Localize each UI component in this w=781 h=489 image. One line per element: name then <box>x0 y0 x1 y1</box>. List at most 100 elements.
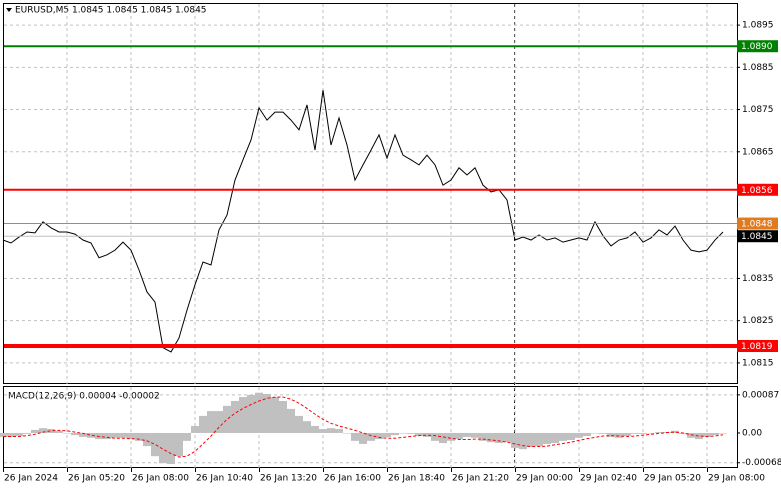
x-tick-label: 26 Jan 10:40 <box>196 474 253 484</box>
macd-title: MACD(12,26,9) 0.00004 -0.00002 <box>8 392 160 402</box>
macd-bar <box>583 432 591 437</box>
macd-bar <box>79 432 87 437</box>
macd-bar <box>335 429 343 433</box>
x-tick-label: 29 Jan 05:20 <box>644 474 701 484</box>
x-tick-label: 26 Jan 18:40 <box>388 474 445 484</box>
macd-bar <box>343 432 351 434</box>
macd-bar <box>487 432 495 443</box>
macd-bar <box>271 397 279 433</box>
macd-bar <box>319 429 327 433</box>
level-label: 1.0848 <box>741 220 773 230</box>
macd-bar <box>295 415 303 433</box>
menu-arrow <box>6 8 12 12</box>
macd-bar <box>119 432 127 438</box>
y-tick-label: 1.0875 <box>742 105 774 115</box>
y-tick-label: 1.0835 <box>742 274 774 284</box>
x-tick-label: 26 Jan 05:20 <box>68 474 125 484</box>
macd-bar <box>511 432 519 448</box>
macd-bar <box>255 392 263 433</box>
macd-bar <box>695 432 703 440</box>
macd-bar <box>55 430 63 433</box>
macd-bar <box>327 428 335 433</box>
level-label: 1.0819 <box>741 342 773 352</box>
x-tick-label: 29 Jan 02:40 <box>580 474 637 484</box>
macd-bar <box>439 432 447 444</box>
macd-bar <box>479 432 487 441</box>
y-tick-label: 0.00 <box>742 428 762 438</box>
x-tick-label: 29 Jan 08:00 <box>708 474 765 484</box>
macd-bar <box>303 421 311 433</box>
macd-bar <box>87 432 95 438</box>
macd-bar <box>7 432 15 437</box>
macd-bar <box>655 432 663 433</box>
level-label: 1.0890 <box>741 42 773 52</box>
y-tick-label: 1.0815 <box>742 358 774 368</box>
macd-bar <box>543 432 551 444</box>
y-tick-label: 0.00087 <box>742 390 779 400</box>
level-label-box <box>737 183 778 196</box>
macd-bar <box>647 432 655 434</box>
macd-bar <box>463 432 471 437</box>
macd-bar <box>167 432 175 465</box>
macd-bar <box>575 432 583 438</box>
macd-bar <box>391 432 399 436</box>
macd-bar <box>455 432 463 440</box>
macd-bar <box>15 432 23 437</box>
y-tick-label: 1.0825 <box>742 316 774 326</box>
macd-bar <box>39 428 47 433</box>
macd-bar <box>551 432 559 444</box>
signal-line <box>3 396 724 458</box>
macd-bar <box>447 432 455 441</box>
macd-bar <box>151 432 159 457</box>
macd-bar <box>687 432 695 438</box>
level-label-box <box>737 40 778 53</box>
chart-title: EURUSD,M5 1.0845 1.0845 1.0845 1.0845 <box>15 6 207 16</box>
macd-bar <box>223 405 231 433</box>
y-tick-label: -0.00068 <box>742 458 781 468</box>
macd-bar <box>671 430 679 433</box>
macd-bar <box>415 432 423 437</box>
macd-bar <box>471 432 479 438</box>
macd-bar <box>375 432 383 440</box>
macd-bar <box>535 432 543 447</box>
x-tick-label: 29 Jan 00:00 <box>516 474 573 484</box>
macd-bar <box>103 432 111 440</box>
macd-bar <box>0 432 7 437</box>
y-tick-label: 1.0895 <box>742 21 774 31</box>
macd-bar <box>111 432 119 438</box>
macd-bar <box>191 425 199 433</box>
macd-bar <box>527 432 535 447</box>
macd-bar <box>519 432 527 450</box>
macd-bar <box>263 394 271 433</box>
x-tick-label: 26 Jan 2024 <box>4 474 58 484</box>
macd-bar <box>495 432 503 444</box>
macd-bar <box>407 432 415 434</box>
macd-bar <box>31 429 39 433</box>
x-tick-label: 26 Jan 13:20 <box>260 474 317 484</box>
x-tick-label: 26 Jan 16:00 <box>324 474 381 484</box>
macd-bar <box>47 429 55 433</box>
y-tick-label: 1.0885 <box>742 63 774 73</box>
macd-bar <box>711 432 719 436</box>
macd-bar <box>199 415 207 433</box>
macd-bar <box>631 432 639 434</box>
macd-bar <box>63 432 71 434</box>
macd-bar <box>239 397 247 433</box>
macd-bar <box>599 432 607 434</box>
macd-bar <box>71 432 79 436</box>
macd-bar <box>703 432 711 437</box>
macd-bar <box>367 432 375 441</box>
macd-bar <box>431 432 439 441</box>
macd-bar <box>615 432 623 438</box>
level-label-box <box>737 340 778 352</box>
macd-bar <box>143 432 151 447</box>
x-tick-label: 26 Jan 08:00 <box>132 474 189 484</box>
macd-bar <box>559 432 567 441</box>
macd-bar <box>159 432 167 464</box>
macd-bar <box>135 432 143 441</box>
level-label-box <box>737 230 778 243</box>
macd-bar <box>231 401 239 433</box>
macd-bar <box>175 432 183 457</box>
macd-bar <box>215 411 223 433</box>
